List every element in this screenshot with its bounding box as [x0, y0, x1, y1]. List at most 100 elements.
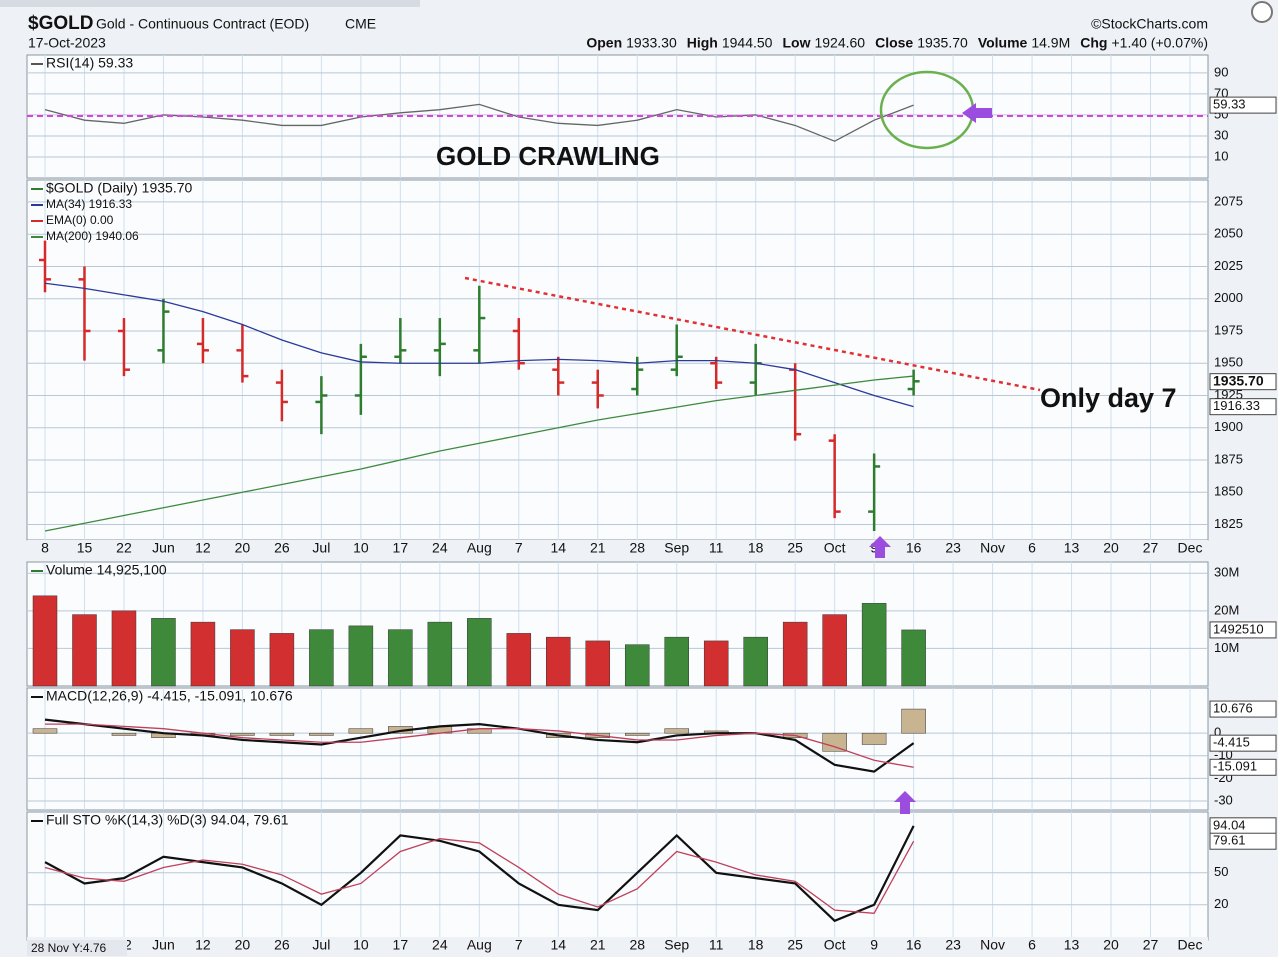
instrument-name: Gold - Continuous Contract (EOD)	[96, 16, 309, 32]
x-tick-label: Aug	[467, 937, 492, 953]
x-tick-label: 25	[787, 937, 803, 953]
bar	[901, 629, 926, 687]
end-label-box	[1209, 398, 1277, 416]
arrow	[894, 791, 916, 814]
panel: 10M 20M 30M Volume 14,925,100 1492510	[26, 561, 1277, 687]
end-label-box	[1209, 734, 1277, 752]
bar	[309, 629, 334, 687]
source: ©StockCharts.com	[1091, 16, 1208, 32]
analyst-annotations	[27, 70, 1208, 814]
x-tick-label: 22	[116, 540, 132, 556]
quote-value: 1933.30	[626, 35, 677, 51]
legend-entry: MA(34) 1916.33	[46, 197, 132, 211]
plot-area	[26, 561, 1209, 687]
bar	[230, 732, 255, 736]
x-tick-label: 17	[393, 540, 409, 556]
plot-area	[26, 179, 1209, 541]
x-tick-label: 23	[945, 937, 961, 953]
x-tick-label: Sep	[664, 540, 689, 556]
quote-label: Volume	[978, 35, 1028, 51]
quote-value: +1.40 (+0.07%)	[1111, 35, 1208, 51]
quote-label: Open	[586, 35, 622, 51]
bar	[348, 625, 374, 687]
end-label-box	[1209, 621, 1277, 639]
x-tick-label: Dec	[1178, 937, 1203, 953]
x-tick-label: 12	[195, 937, 211, 953]
bar	[703, 640, 729, 687]
end-label: 1935.70	[1213, 372, 1264, 388]
bar	[664, 728, 689, 734]
close-button[interactable]	[1251, 1, 1273, 23]
x-tick-label: 24	[432, 937, 448, 953]
x-tick-label: 28	[629, 540, 645, 556]
x-tick-label: 21	[590, 937, 606, 953]
quote-value: 1944.50	[722, 35, 773, 51]
quote-value: 14.9M	[1031, 35, 1070, 51]
y-tick-label: 20M	[1214, 602, 1239, 617]
bar	[269, 633, 295, 687]
bar	[230, 629, 255, 687]
y-tick-label: 1900	[1214, 419, 1243, 434]
y-tick-label: 90	[1214, 64, 1228, 79]
bar	[32, 728, 58, 734]
arrow	[962, 103, 992, 123]
panel: 20 50 Full STO %K(14,3) %D(3) 94.04, 79.61…	[26, 811, 1277, 941]
legend-entry: $GOLD (Daily) 1935.70	[46, 180, 193, 196]
y-tick-label: 2050	[1214, 226, 1243, 241]
y-tick-label: 10	[1214, 148, 1228, 163]
y-tick-label: 0	[1214, 725, 1221, 740]
end-label: -15.091	[1213, 759, 1257, 774]
end-label: 1916.33	[1213, 398, 1260, 413]
bar	[624, 732, 650, 736]
x-tick-label: 20	[1103, 540, 1119, 556]
end-label: 59.33	[1213, 97, 1246, 112]
date: 17-Oct-2023	[28, 35, 106, 51]
x-tick-label: Oct	[824, 937, 846, 953]
x-tick-label: Jul	[312, 540, 330, 556]
x-tick-label: 7	[515, 937, 523, 953]
x-tick-label: 8	[41, 540, 49, 556]
y-tick-label: 2000	[1214, 290, 1243, 305]
bar	[427, 621, 453, 687]
symbol: $GOLD	[28, 13, 93, 34]
y-tick-label: 1975	[1214, 322, 1243, 337]
annotation: GOLD CRAWLING	[436, 141, 660, 171]
x-tick-label: 9	[870, 937, 878, 953]
x-tick-label: 14	[550, 540, 566, 556]
bar	[822, 732, 847, 752]
x-tick-label: 11	[709, 540, 724, 556]
x-tick-label: 12	[195, 540, 211, 556]
x-tick-label: 25	[787, 540, 803, 556]
bar	[32, 595, 58, 687]
line	[45, 723, 914, 768]
y-tick-label: 30M	[1214, 565, 1239, 580]
legend-entry: MA(200) 1940.06	[46, 229, 139, 243]
bar	[506, 633, 532, 687]
end-label-box	[1209, 758, 1277, 776]
y-tick-label: 10M	[1214, 640, 1239, 655]
legend-entry: Volume 14,925,100	[46, 562, 167, 578]
y-tick-label: 50	[1214, 864, 1228, 879]
y-tick-label: 1950	[1214, 355, 1243, 370]
end-label-box	[1209, 96, 1277, 114]
bar	[151, 618, 176, 687]
x-tick-label: 21	[590, 540, 606, 556]
bar	[861, 732, 887, 745]
x-tick-label: 17	[393, 937, 409, 953]
quote-label: High	[687, 35, 718, 51]
x-tick-label: Oct	[824, 540, 846, 556]
bar	[861, 603, 887, 687]
line	[44, 718, 915, 773]
end-label: 1492510	[1213, 621, 1264, 636]
line	[44, 375, 914, 532]
x-tick-label: 18	[748, 937, 764, 953]
legend-entry: Full STO %K(14,3) %D(3) 94.04, 79.61	[46, 812, 289, 828]
y-tick-label: 2025	[1214, 258, 1243, 273]
x-tick-label: 26	[274, 937, 290, 953]
x-axis-strip	[27, 540, 1208, 558]
legend-entry: EMA(0) 0.00	[46, 213, 114, 227]
bar	[111, 610, 137, 687]
x-tick-label: 28	[629, 937, 645, 953]
